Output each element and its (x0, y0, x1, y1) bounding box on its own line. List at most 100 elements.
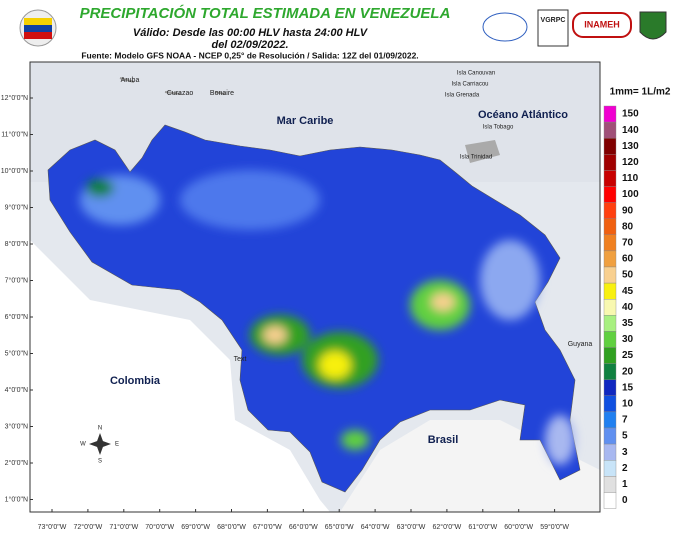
legend-swatch (603, 121, 617, 139)
legend-swatch (603, 154, 617, 171)
legend-label: 120 (622, 157, 639, 168)
legend-swatch (603, 170, 617, 187)
lon-label: 69°0'0"W (181, 523, 210, 531)
lon-label: 60°0'0"W (504, 523, 533, 531)
legend-swatch (603, 331, 617, 348)
logos: VGRPC INAMEH (482, 9, 667, 47)
legend-label: 130 (622, 141, 639, 152)
legend-label: 5 (622, 431, 628, 442)
legend-swatch (603, 105, 617, 123)
lon-label: 65°0'0"W (325, 523, 354, 531)
legend-label: 140 (622, 125, 639, 136)
map: Aruba Curazao Bonaire Mar Caribe Isla Canouv… (30, 62, 600, 512)
source: Fuente: Modelo GFS NOAA - NCEP 0,25° de … (81, 50, 418, 60)
legend-label: 35 (622, 318, 634, 329)
legend-swatch (603, 427, 617, 445)
compass-letter: S (98, 459, 102, 465)
place-label: Isla Canouvan (457, 71, 495, 77)
legend-label: 20 (622, 366, 634, 377)
lat-label: 8°0'0"N (5, 240, 28, 248)
flag-logo (19, 9, 57, 47)
compass-letter: N (98, 426, 102, 432)
lon-label: 66°0'0"W (289, 523, 318, 531)
lat-label: 7°0'0"N (5, 276, 28, 284)
place-label: Colombia (110, 375, 161, 387)
legend-swatch (603, 476, 617, 493)
legend-label: 30 (622, 334, 634, 345)
legend-swatch (603, 266, 617, 284)
legend-label: 1 (622, 479, 628, 490)
lon-label: 63°0'0"W (397, 523, 426, 531)
compass-letter: W (80, 442, 86, 448)
legend-label: 2 (622, 463, 628, 474)
lon-label: 72°0'0"W (73, 523, 102, 531)
lon-label: 70°0'0"W (145, 523, 174, 531)
legend-swatch (603, 250, 617, 268)
lon-label: 64°0'0"W (361, 523, 390, 531)
place-label: Bonaire (210, 90, 234, 97)
lat-label: 1°0'0"N (5, 495, 28, 503)
place-label: Isla Trinidad (460, 155, 492, 161)
legend-swatch (603, 363, 617, 380)
legend-label: 3 (622, 447, 628, 458)
legend-label: 45 (622, 286, 634, 297)
lat-label: 6°0'0"N (5, 313, 28, 321)
legend-label: 150 (622, 109, 639, 120)
place-label: Curazao (167, 90, 194, 97)
legend-label: 15 (622, 382, 634, 393)
compass (89, 433, 111, 455)
legend-label: 7 (622, 415, 628, 426)
legend-label: 80 (622, 221, 634, 232)
legend-label: 70 (622, 237, 634, 248)
legend-swatch (603, 492, 617, 509)
legend-swatch (603, 460, 617, 477)
legend-swatch (603, 202, 617, 219)
legend-label: 60 (622, 254, 634, 265)
legend-swatch (603, 137, 617, 155)
date: del 02/09/2022. (211, 39, 288, 51)
lon-label: 71°0'0"W (109, 523, 138, 531)
legend-label: 100 (622, 189, 639, 200)
lon-label: 61°0'0"W (468, 523, 497, 531)
lon-label: 67°0'0"W (253, 523, 282, 531)
lat-label: 3°0'0"N (5, 422, 28, 430)
legend-swatch (603, 411, 617, 429)
place-label: Isla Grenada (445, 93, 480, 99)
logo-text: VGRPC (541, 17, 566, 24)
place-label: Isla Tobago (483, 125, 514, 131)
title: PRECIPITACIÓN TOTAL ESTIMADA EN VENEZUEL… (80, 4, 451, 22)
lat-label: 11°0'0"N (1, 130, 28, 138)
lat-label: 10°0'0"N (1, 167, 28, 175)
subtitle: Válido: Desde las 00:00 HLV hasta 24:00 … (133, 27, 369, 39)
compass-letter: E (115, 442, 119, 448)
map-frame (29, 61, 601, 513)
lon-label: 73°0'0"W (38, 523, 67, 531)
legend-label: 0 (622, 495, 628, 506)
lon-label: 68°0'0"W (217, 523, 246, 531)
lat-label: 12°0'0"N (1, 94, 28, 102)
legend-label: 25 (622, 350, 634, 361)
legend-swatch (603, 315, 617, 332)
place-label: Brasil (428, 434, 459, 446)
lon-label: 62°0'0"W (432, 523, 461, 531)
legend-label: 10 (622, 398, 634, 409)
legend-swatch (603, 347, 617, 364)
lat-label: 4°0'0"N (5, 386, 28, 394)
legend-swatch (603, 443, 617, 461)
legend-label: 50 (622, 270, 634, 281)
legend-unit: 1mm= 1L/m2 (610, 87, 671, 98)
legend-swatch (603, 186, 617, 203)
legend-swatch (603, 282, 617, 300)
precip-region (47, 124, 581, 493)
place-label: Aruba (121, 77, 140, 84)
legend-label: 110 (622, 173, 639, 184)
legend-swatch (603, 299, 617, 316)
lat-label: 2°0'0"N (5, 459, 28, 467)
legend-swatch (603, 234, 617, 252)
logo-text: INAMEH (584, 19, 620, 29)
legend-swatch (603, 379, 617, 397)
place-label: Mar Caribe (277, 115, 334, 127)
brasil (340, 420, 600, 512)
legend-label: 40 (622, 302, 634, 313)
